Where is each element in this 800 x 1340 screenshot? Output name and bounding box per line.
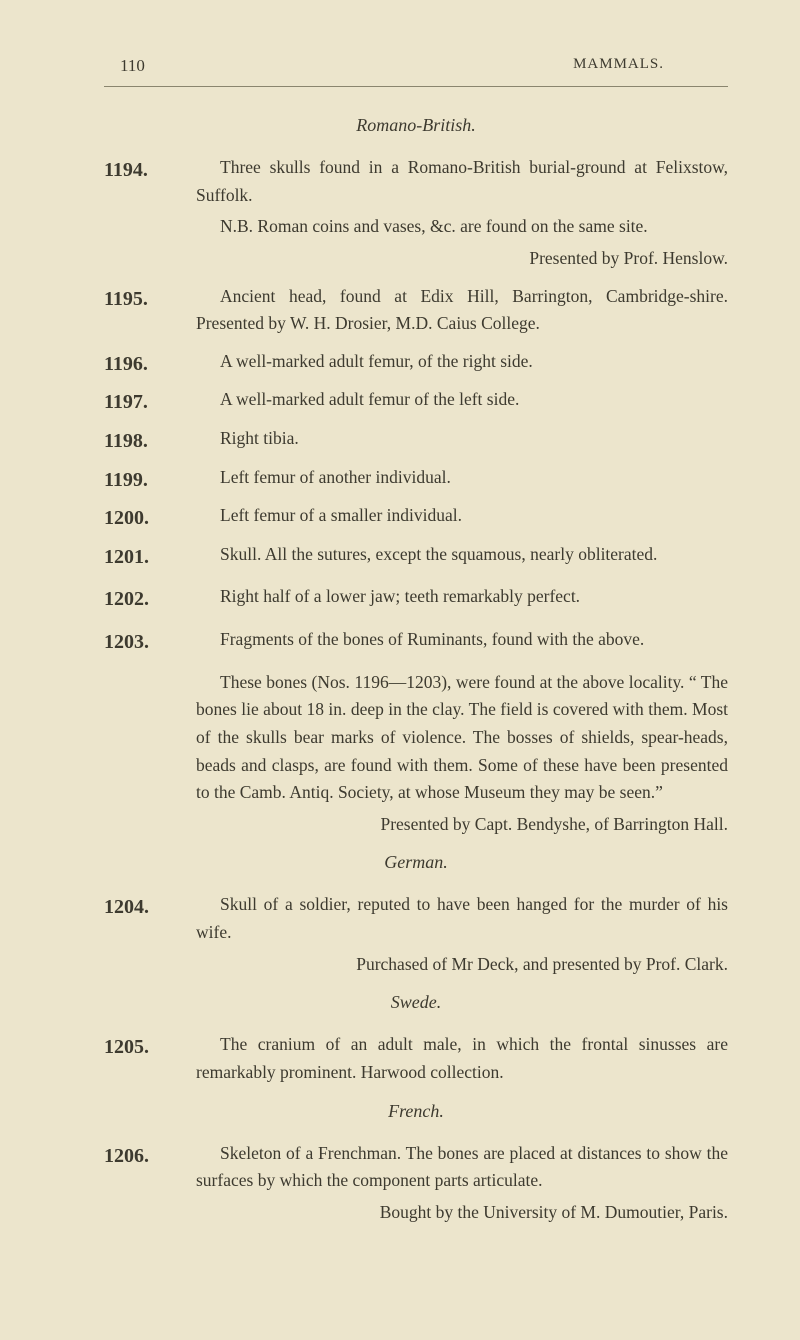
- entry-text: The cranium of an adult male, in which t…: [196, 1031, 728, 1086]
- entry-text: Fragments of the bones of Ruminants, fou…: [196, 626, 728, 654]
- entry-text: Ancient head, found at Edix Hill, Barrin…: [196, 283, 728, 338]
- entry-1198: 1198. Right tibia.: [104, 425, 728, 458]
- entry-text: Right half of a lower jaw; teeth remarka…: [196, 583, 728, 611]
- entry-body: Three skulls found in a Romano-British b…: [196, 154, 728, 273]
- entry-number: 1197.: [104, 386, 196, 419]
- entry-number: 1200.: [104, 502, 196, 535]
- entry-body: A well-marked adult femur of the left si…: [196, 386, 728, 419]
- entry-number: 1194.: [104, 154, 196, 273]
- entry-number: 1196.: [104, 348, 196, 381]
- entry-body: The cranium of an adult male, in which t…: [196, 1031, 728, 1086]
- entry-body: A well-marked adult femur, of the right …: [196, 348, 728, 381]
- entry-body: Fragments of the bones of Ruminants, fou…: [196, 626, 728, 659]
- entry-number: 1198.: [104, 425, 196, 458]
- entry-text: N.B. Roman coins and vases, &c. are foun…: [196, 213, 728, 241]
- running-head: MAMMALS.: [573, 56, 664, 76]
- entry-number: 1204.: [104, 891, 196, 978]
- entry-text: Left femur of a smaller individual.: [196, 502, 728, 530]
- entry-text: Three skulls found in a Romano-British b…: [196, 154, 728, 209]
- entry-number: 1203.: [104, 626, 196, 659]
- entry-1197: 1197. A well-marked adult femur of the l…: [104, 386, 728, 419]
- entry-1204: 1204. Skull of a soldier, reputed to hav…: [104, 891, 728, 978]
- entry-text: These bones (Nos. 1196—1203), were found…: [196, 669, 728, 807]
- entry-number: 1195.: [104, 283, 196, 338]
- entry-number: 1202.: [104, 583, 196, 616]
- entry-1201: 1201. Skull. All the sutures, except the…: [104, 541, 728, 574]
- entry-1195: 1195. Ancient head, found at Edix Hill, …: [104, 283, 728, 338]
- entry-attribution: Presented by Prof. Henslow.: [196, 245, 728, 273]
- entry-body: Right tibia.: [196, 425, 728, 458]
- header-rule: [104, 86, 728, 87]
- entry-1202: 1202. Right half of a lower jaw; teeth r…: [104, 583, 728, 616]
- entry-attribution: Presented by Capt. Bendyshe, of Barringt…: [196, 811, 728, 839]
- entry-body: Left femur of another individual.: [196, 464, 728, 497]
- entry-body: Left femur of a smaller individual.: [196, 502, 728, 535]
- entry-text: Skull. All the sutures, except the squam…: [196, 541, 728, 569]
- entry-text: A well-marked adult femur of the left si…: [196, 386, 728, 414]
- entry-1200: 1200. Left femur of a smaller individual…: [104, 502, 728, 535]
- entry-number: 1201.: [104, 541, 196, 574]
- entry-text: A well-marked adult femur, of the right …: [196, 348, 728, 376]
- entry-body: Right half of a lower jaw; teeth remarka…: [196, 583, 728, 616]
- entry-1206: 1206. Skeleton of a Frenchman. The bones…: [104, 1140, 728, 1227]
- section-heading-swede: Swede.: [104, 992, 728, 1013]
- entry-text: Left femur of another individual.: [196, 464, 728, 492]
- entry-body: Skull of a soldier, reputed to have been…: [196, 891, 728, 978]
- section-heading-german: German.: [104, 852, 728, 873]
- section-heading-romano: Romano-British.: [104, 115, 728, 136]
- entry-text: Right tibia.: [196, 425, 728, 453]
- entry-number: 1205.: [104, 1031, 196, 1086]
- entry-attribution: Purchased of Mr Deck, and presented by P…: [196, 951, 728, 979]
- entry-body: Skeleton of a Frenchman. The bones are p…: [196, 1140, 728, 1227]
- entry-1194: 1194. Three skulls found in a Romano-Bri…: [104, 154, 728, 273]
- entry-text: Skull of a soldier, reputed to have been…: [196, 891, 728, 946]
- entry-number: 1199.: [104, 464, 196, 497]
- entry-number: 1206.: [104, 1140, 196, 1227]
- entry-body: Skull. All the sutures, except the squam…: [196, 541, 728, 574]
- entry-1199: 1199. Left femur of another individual.: [104, 464, 728, 497]
- section-heading-french: French.: [104, 1101, 728, 1122]
- entry-body: Ancient head, found at Edix Hill, Barrin…: [196, 283, 728, 338]
- entry-1203: 1203. Fragments of the bones of Ruminant…: [104, 626, 728, 659]
- entry-text: Skeleton of a Frenchman. The bones are p…: [196, 1140, 728, 1195]
- page-header: 110 MAMMALS.: [104, 56, 728, 76]
- entry-attribution: Bought by the University of M. Dumoutier…: [196, 1199, 728, 1227]
- page-number: 110: [120, 56, 145, 76]
- entry-1203-paragraph: These bones (Nos. 1196—1203), were found…: [196, 669, 728, 839]
- entry-1196: 1196. A well-marked adult femur, of the …: [104, 348, 728, 381]
- entry-1205: 1205. The cranium of an adult male, in w…: [104, 1031, 728, 1086]
